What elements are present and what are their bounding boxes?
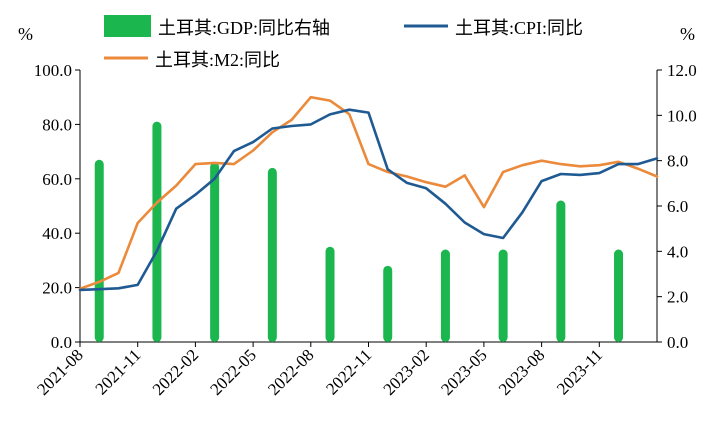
legend-gdp-label: 土耳其:GDP:同比右轴 (158, 18, 330, 38)
gdp-bars (94, 121, 624, 343)
axes-group (75, 69, 662, 347)
left-tick-label: 100.0 (34, 61, 72, 80)
gdp-bar (325, 246, 335, 342)
x-tick-label: 2022-05 (206, 345, 260, 399)
x-tick-label: 2022-11 (322, 345, 375, 398)
right-tick-label: 10.0 (667, 106, 697, 125)
x-tick-label: 2023-02 (380, 345, 434, 399)
right-tick-label: 4.0 (667, 242, 688, 261)
left-axis-unit: % (18, 24, 33, 44)
left-tick-label: 60.0 (42, 170, 72, 189)
legend-m2-label: 土耳其:M2:同比 (155, 50, 280, 70)
x-tick-label: 2022-02 (149, 345, 203, 399)
gdp-bar (152, 121, 162, 343)
x-tick-label: 2021-08 (33, 345, 87, 399)
x-tick-label: 2023-08 (495, 345, 549, 399)
gdp-bar (498, 249, 508, 342)
left-tick-label: 40.0 (42, 224, 72, 243)
gdp-bar (267, 167, 277, 342)
line-series (78, 95, 659, 292)
right-tick-label: 2.0 (667, 288, 688, 307)
right-tick-label: 6.0 (667, 197, 688, 216)
left-tick-label: 20.0 (42, 279, 72, 298)
legend-cpi-label: 土耳其:CPI:同比 (455, 18, 583, 38)
x-tick-label: 2021-11 (91, 345, 144, 398)
gdp-bar (614, 249, 624, 342)
x-tick-label: 2023-11 (553, 345, 606, 398)
right-axis-unit: % (680, 24, 695, 44)
gdp-bar (383, 265, 393, 342)
gdp-bar (440, 249, 450, 342)
right-tick-label: 0.0 (667, 333, 688, 352)
left-tick-label: 80.0 (42, 115, 72, 134)
gdp-bar (556, 200, 566, 342)
m2-line (78, 95, 659, 291)
x-tick-label: 2023-05 (437, 345, 491, 399)
cpi-line (78, 108, 659, 292)
x-tick-label: 2022-08 (264, 345, 318, 399)
right-tick-label: 12.0 (667, 61, 697, 80)
gdp-bar (210, 162, 220, 342)
left-tick-label: 0.0 (51, 333, 72, 352)
gdp-bar (94, 159, 104, 342)
legend-gdp-swatch (104, 15, 151, 37)
right-tick-label: 8.0 (667, 152, 688, 171)
legend: 土耳其:GDP:同比右轴 土耳其:CPI:同比 土耳其:M2:同比 (104, 15, 583, 70)
